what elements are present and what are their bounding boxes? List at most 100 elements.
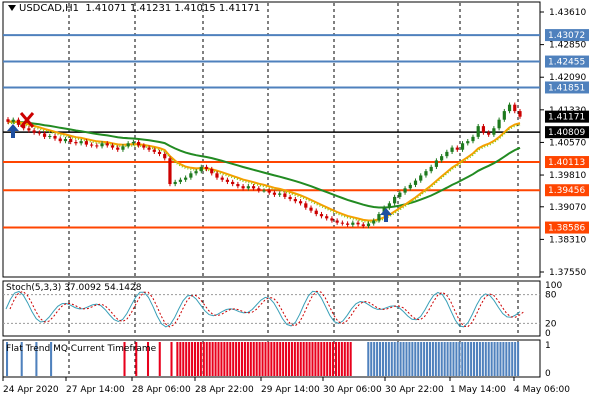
bear-candle — [283, 193, 287, 197]
dropdown-triangle-icon[interactable] — [8, 5, 16, 11]
flat-trend-bar — [411, 342, 414, 376]
flat-trend-bar — [431, 342, 434, 376]
flat-trend-bar — [193, 342, 197, 376]
current-price-tag — [545, 110, 589, 123]
stochastic-panel — [2, 280, 541, 337]
flat-trend-bar — [314, 342, 317, 376]
flat-trend-bar — [376, 342, 379, 376]
bear-candle — [37, 132, 41, 134]
stoch-level-label: 100 — [545, 281, 562, 291]
time-label: 28 Apr 22:00 — [195, 385, 254, 395]
flat-trend-bar — [311, 342, 314, 376]
flat-trend-bar — [473, 342, 476, 376]
bull-candle — [424, 171, 428, 176]
flat-trend-bar — [264, 342, 267, 376]
bear-candle — [251, 186, 256, 189]
flat-trend-bar — [176, 342, 179, 376]
flat-trend-bar — [440, 342, 443, 376]
bear-candle — [42, 133, 47, 137]
orange-level-tag — [545, 156, 589, 169]
bull-candle — [492, 128, 496, 135]
buy-arrow-icon — [380, 208, 392, 222]
flat-trend-bar — [423, 342, 426, 376]
flat-trend-bar — [340, 342, 343, 376]
bull-candle — [100, 143, 104, 147]
bear-candle — [288, 196, 292, 200]
flat-trend-panel — [2, 339, 541, 378]
flat-trend-bar — [426, 342, 429, 376]
bear-candle — [340, 222, 344, 224]
flat-trend-bar — [502, 342, 505, 376]
flat-trend-bar — [434, 342, 437, 376]
flat-trend-bar — [305, 342, 308, 376]
bull-candle — [178, 179, 183, 182]
flat-trend-bar — [455, 342, 458, 376]
stoch-level-label: 80 — [545, 291, 557, 301]
flat-trend-bar — [420, 342, 423, 376]
orange-level-tag — [545, 221, 589, 234]
bear-candle — [220, 177, 224, 180]
time-label: 28 Apr 06:00 — [132, 385, 191, 395]
price-tick-label: 1.41330 — [549, 106, 586, 116]
candlesticks — [6, 102, 522, 229]
bear-candle — [84, 141, 88, 145]
flat-trend-bar — [276, 342, 279, 376]
flat-trend-bar — [417, 342, 420, 376]
slow-ma-line — [7, 120, 521, 209]
flat-trend-bar — [220, 342, 223, 376]
price-tick-label: 1.39810 — [549, 171, 586, 181]
flat-trend-bar — [517, 342, 520, 376]
price-tick-label: 1.43610 — [549, 8, 586, 18]
bull-candle — [502, 111, 506, 120]
bull-candle — [434, 160, 439, 167]
flat-trend-bar — [285, 342, 288, 376]
bear-candle — [487, 132, 491, 135]
flat-trend-bar — [123, 342, 126, 376]
orange-level-label: 1.38586 — [548, 224, 585, 234]
black-level-label: 1.40809 — [548, 128, 585, 138]
bear-candle — [27, 128, 31, 131]
bear-candle — [241, 186, 245, 189]
flat-trend-bar — [370, 342, 373, 376]
bear-candle — [345, 223, 350, 225]
bear-candle — [298, 201, 303, 204]
flat-trend-bar — [185, 342, 188, 376]
flat-trend-bar — [496, 342, 499, 376]
time-axis: 24 Apr 2020 27 Apr 14:00 28 Apr 06:00 28 Ap… — [2, 377, 570, 395]
bear-candle — [309, 207, 313, 211]
flat-trend-bar — [270, 342, 273, 376]
flat-trend-bar — [279, 342, 282, 376]
time-label: 4 May 06:00 — [514, 385, 570, 395]
bull-candle — [460, 143, 465, 150]
flat-trend-bar — [343, 342, 346, 376]
flat-trend-bar — [6, 342, 9, 376]
price-tick-label: 1.38310 — [549, 235, 586, 245]
flat-trend-bar — [287, 342, 291, 376]
flat-trend-bar — [249, 342, 252, 376]
flat-trend-bar — [320, 342, 323, 376]
flat-trend-bar — [267, 342, 270, 376]
bull-candle — [497, 119, 501, 129]
bull-candle — [440, 156, 444, 161]
current-price-label: 1.41171 — [548, 113, 585, 123]
flat-trend-bar — [514, 342, 517, 376]
flat-trend-bar — [381, 342, 385, 376]
bear-candle — [157, 151, 162, 155]
bear-candle — [231, 181, 235, 185]
bear-candle — [69, 138, 73, 142]
bull-candle — [476, 126, 480, 137]
bear-candle — [95, 145, 99, 147]
price-axis: 1.43610 1.42850 1.42090 1.41330 1.40570 1.398… — [540, 8, 586, 278]
flat-trend-bar — [402, 342, 405, 376]
bull-candle — [173, 181, 177, 185]
flat-trend-bar — [334, 342, 338, 376]
bear-candle — [314, 210, 318, 215]
bear-candle — [163, 154, 167, 159]
flat-trend-bar — [208, 342, 211, 376]
moving-averages — [7, 120, 521, 224]
bull-candle — [445, 151, 449, 157]
flat-trend-bar — [135, 342, 138, 376]
flat-trend-bar — [481, 342, 484, 376]
